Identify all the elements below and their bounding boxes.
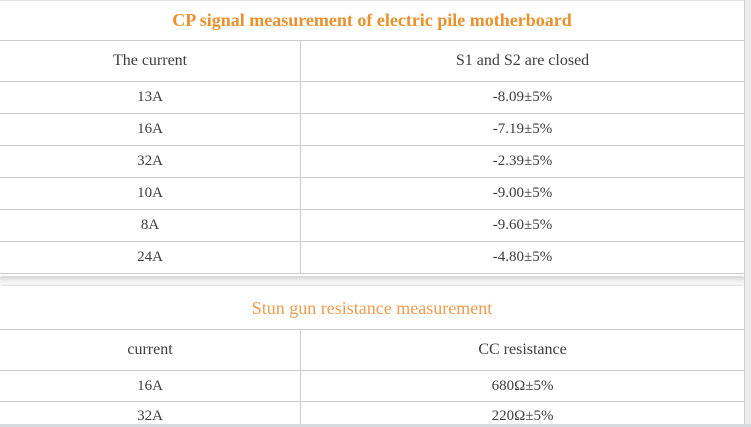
value-cell: -8.09±5% <box>300 81 744 114</box>
current-cell: 32A <box>0 145 302 178</box>
table-row: 13A -8.09±5% <box>0 81 744 114</box>
table-row: 24A -4.80±5% <box>0 241 744 274</box>
table-row: 32A 220Ω±5% <box>0 401 744 427</box>
value-cell: 220Ω±5% <box>300 401 744 427</box>
table-row: 32A -2.39±5% <box>0 145 744 178</box>
table-row: 10A -9.00±5% <box>0 177 744 210</box>
column-header-value: S1 and S2 are closed <box>300 40 744 82</box>
current-cell: 10A <box>0 177 302 210</box>
current-cell: 16A <box>0 370 302 402</box>
cp-signal-measurement-table: CP signal measurement of electric pile m… <box>0 0 744 274</box>
column-header-current: current <box>0 329 302 371</box>
table-separator <box>0 274 744 287</box>
table-row: 16A 680Ω±5% <box>0 370 744 402</box>
value-cell: -9.60±5% <box>300 209 744 242</box>
current-cell: 8A <box>0 209 302 242</box>
value-cell: -7.19±5% <box>300 113 744 146</box>
value-cell: -9.00±5% <box>300 177 744 210</box>
current-cell: 32A <box>0 401 302 427</box>
table-header-row: current CC resistance <box>0 329 744 371</box>
table-row: 8A -9.60±5% <box>0 209 744 242</box>
column-header-value: CC resistance <box>300 329 744 371</box>
current-cell: 13A <box>0 81 302 114</box>
table-row: 16A -7.19±5% <box>0 113 744 146</box>
column-header-current: The current <box>0 40 302 82</box>
table-row: CP signal measurement of electric pile m… <box>0 0 744 41</box>
current-cell: 24A <box>0 241 302 274</box>
separator-bar <box>0 276 744 286</box>
value-cell: -2.39±5% <box>300 145 744 178</box>
table-header-row: The current S1 and S2 are closed <box>0 40 744 82</box>
value-cell: 680Ω±5% <box>300 370 744 402</box>
table-row: Stun gun resistance measurement <box>0 287 744 330</box>
table-title: CP signal measurement of electric pile m… <box>0 0 744 41</box>
value-cell: -4.80±5% <box>300 241 744 274</box>
table-title: Stun gun resistance measurement <box>0 287 744 330</box>
window-bottom-border <box>0 424 751 427</box>
current-cell: 16A <box>0 113 302 146</box>
stun-gun-resistance-table: Stun gun resistance measurement current … <box>0 287 744 427</box>
